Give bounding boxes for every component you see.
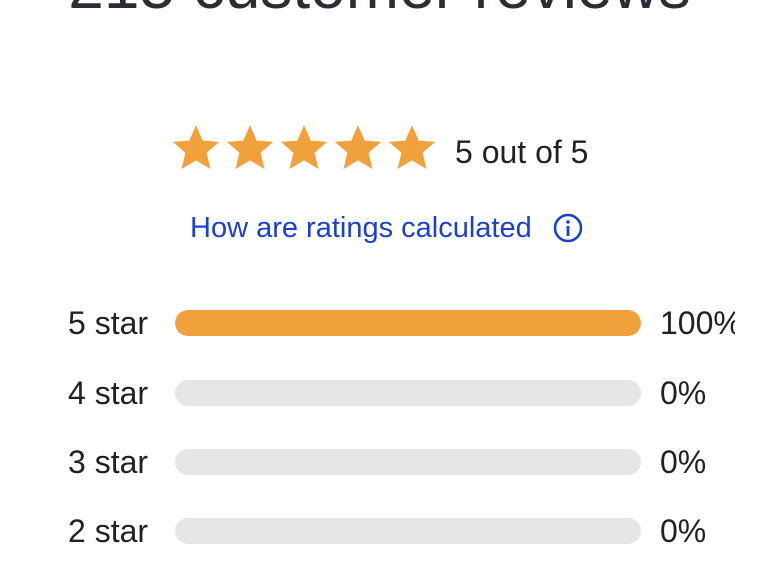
row-label: 5 star — [68, 305, 149, 341]
row-percent: 0% — [660, 444, 707, 480]
star-icon — [280, 125, 328, 170]
reviews-count-heading: 215 customer reviews — [0, 0, 759, 18]
ratings-info-link[interactable]: How are ratings calculated — [190, 210, 584, 246]
star-icon — [334, 125, 382, 170]
row-label: 3 star — [68, 444, 149, 480]
progress-fill — [175, 310, 641, 336]
row-label: 4 star — [68, 375, 149, 411]
breakdown-row-5[interactable]: 5 star 100% — [0, 303, 735, 343]
star-rating — [170, 122, 438, 174]
breakdown-row-2[interactable]: 2 star 0% — [0, 511, 735, 551]
star-icon — [226, 125, 274, 170]
row-percent: 0% — [660, 513, 707, 549]
star-icon — [388, 125, 436, 170]
row-percent: 100% — [660, 305, 735, 341]
star-icon — [172, 125, 220, 170]
breakdown-row-4[interactable]: 4 star 0% — [0, 373, 735, 413]
info-icon[interactable] — [552, 212, 584, 244]
row-label: 2 star — [68, 513, 149, 549]
breakdown-row-3[interactable]: 3 star 0% — [0, 442, 735, 482]
rating-breakdown: 5 star 100% 4 star 0% 3 star 0% 2 star 0… — [0, 290, 735, 570]
rating-score: 5 out of 5 — [455, 134, 589, 170]
ratings-info-label: How are ratings calculated — [190, 212, 532, 244]
row-percent: 0% — [660, 375, 707, 411]
progress-bar — [175, 380, 641, 406]
progress-bar — [175, 449, 641, 475]
progress-bar — [175, 518, 641, 544]
progress-bar — [175, 310, 641, 336]
